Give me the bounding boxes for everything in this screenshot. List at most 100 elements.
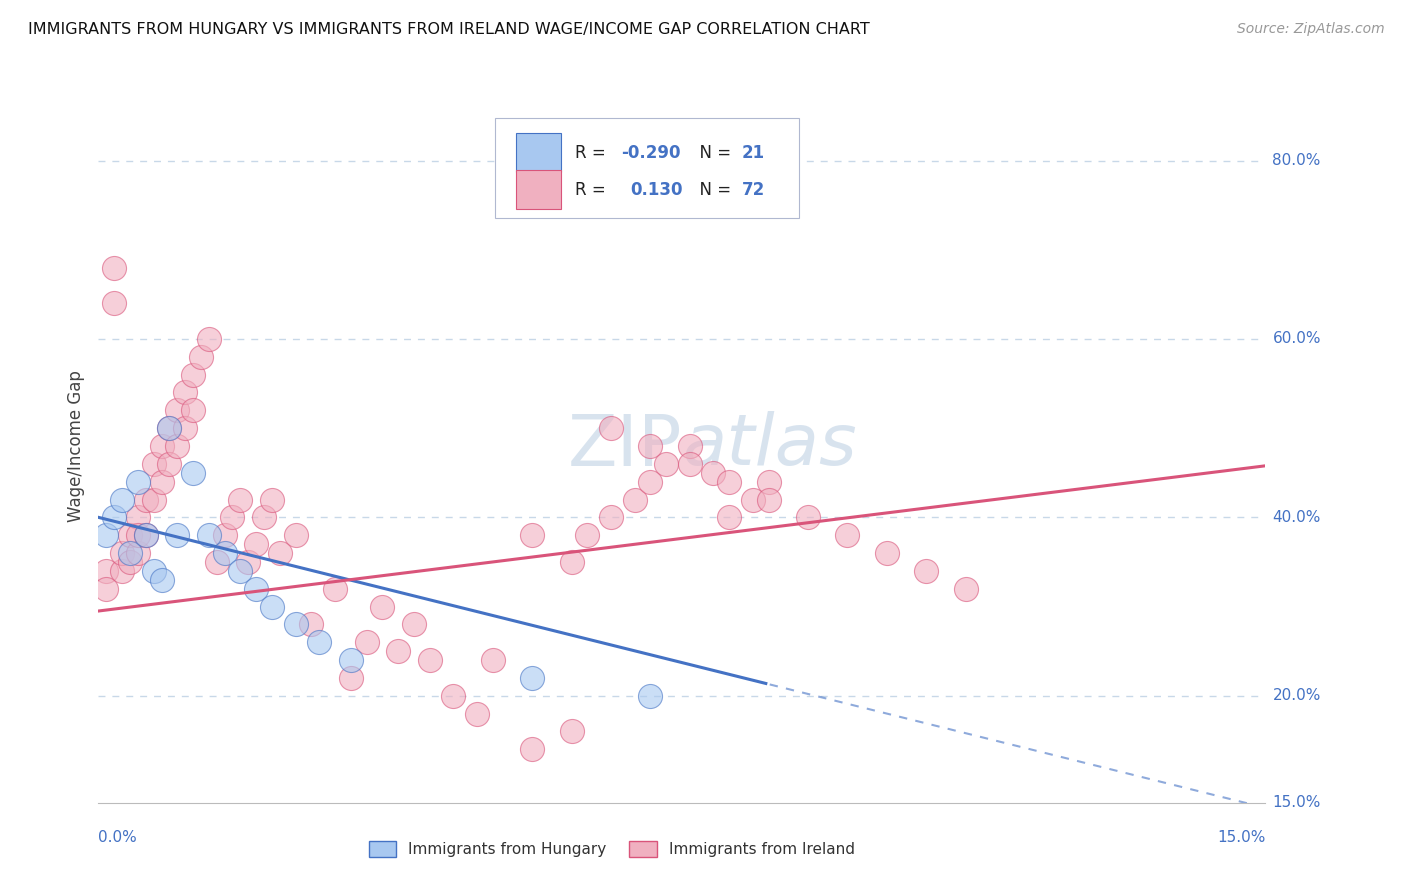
Point: [837, 528, 859, 542]
Point: [142, 492, 165, 507]
Y-axis label: Wage/Income Gap: Wage/Income Gap: [66, 370, 84, 522]
Point: [150, 475, 173, 489]
Point: [205, 555, 228, 569]
Point: [679, 457, 702, 471]
Point: [127, 528, 149, 542]
Point: [465, 706, 488, 721]
Point: [339, 671, 361, 685]
Text: R =: R =: [575, 181, 610, 199]
Point: [481, 653, 503, 667]
Point: [640, 475, 662, 489]
Point: [323, 582, 346, 596]
Point: [284, 617, 307, 632]
Point: [308, 635, 330, 649]
Point: [190, 350, 212, 364]
Text: 15.0%: 15.0%: [1272, 796, 1320, 810]
Point: [111, 492, 134, 507]
Point: [214, 528, 236, 542]
Point: [253, 510, 276, 524]
Text: N =: N =: [689, 144, 737, 161]
Point: [174, 421, 197, 435]
Point: [103, 260, 125, 275]
Text: ZIP: ZIP: [568, 411, 682, 481]
Text: 40.0%: 40.0%: [1272, 510, 1320, 524]
Text: 20.0%: 20.0%: [1272, 689, 1320, 703]
Point: [718, 475, 741, 489]
Point: [655, 457, 678, 471]
Point: [142, 564, 165, 578]
FancyBboxPatch shape: [495, 118, 799, 218]
Point: [741, 492, 763, 507]
Point: [371, 599, 394, 614]
Point: [157, 457, 180, 471]
Point: [600, 421, 623, 435]
Point: [111, 564, 134, 578]
Point: [260, 599, 283, 614]
Legend: Immigrants from Hungary, Immigrants from Ireland: Immigrants from Hungary, Immigrants from…: [363, 835, 862, 863]
Point: [96, 582, 118, 596]
Point: [142, 457, 165, 471]
Point: [419, 653, 441, 667]
Text: -0.290: -0.290: [621, 144, 681, 161]
Text: 60.0%: 60.0%: [1272, 332, 1320, 346]
Text: 15.0%: 15.0%: [1218, 830, 1265, 845]
Point: [387, 644, 409, 658]
Point: [679, 439, 702, 453]
Text: Source: ZipAtlas.com: Source: ZipAtlas.com: [1237, 22, 1385, 37]
Text: IMMIGRANTS FROM HUNGARY VS IMMIGRANTS FROM IRELAND WAGE/INCOME GAP CORRELATION C: IMMIGRANTS FROM HUNGARY VS IMMIGRANTS FR…: [28, 22, 870, 37]
Point: [157, 421, 180, 435]
Point: [299, 617, 322, 632]
Point: [127, 475, 149, 489]
Point: [915, 564, 938, 578]
Bar: [516, 170, 561, 210]
Point: [150, 439, 173, 453]
Text: 72: 72: [741, 181, 765, 199]
Point: [758, 475, 780, 489]
Point: [118, 528, 141, 542]
Point: [166, 439, 188, 453]
Point: [198, 528, 221, 542]
Point: [135, 528, 157, 542]
Point: [229, 492, 252, 507]
Point: [520, 528, 543, 542]
Text: R =: R =: [575, 144, 610, 161]
Point: [166, 528, 188, 542]
Point: [198, 332, 221, 346]
Point: [600, 510, 623, 524]
Point: [797, 510, 820, 524]
Point: [150, 573, 173, 587]
Point: [103, 510, 125, 524]
Point: [174, 385, 197, 400]
Text: 80.0%: 80.0%: [1272, 153, 1320, 168]
Text: atlas: atlas: [682, 411, 856, 481]
Point: [718, 510, 741, 524]
Point: [876, 546, 898, 560]
Point: [157, 421, 180, 435]
Point: [623, 492, 645, 507]
Point: [269, 546, 291, 560]
Point: [103, 296, 125, 310]
Point: [356, 635, 378, 649]
Point: [229, 564, 252, 578]
Text: 21: 21: [741, 144, 765, 161]
Point: [96, 528, 118, 542]
Point: [758, 492, 780, 507]
Point: [118, 546, 141, 560]
Point: [181, 466, 204, 480]
Point: [284, 528, 307, 542]
Point: [702, 466, 724, 480]
Point: [111, 546, 134, 560]
Point: [221, 510, 243, 524]
Point: [214, 546, 236, 560]
Point: [245, 582, 267, 596]
Bar: [516, 133, 561, 172]
Text: N =: N =: [689, 181, 737, 199]
Point: [127, 510, 149, 524]
Point: [118, 555, 141, 569]
Point: [127, 546, 149, 560]
Point: [96, 564, 118, 578]
Text: 0.130: 0.130: [630, 181, 683, 199]
Point: [520, 671, 543, 685]
Point: [181, 368, 204, 382]
Point: [576, 528, 599, 542]
